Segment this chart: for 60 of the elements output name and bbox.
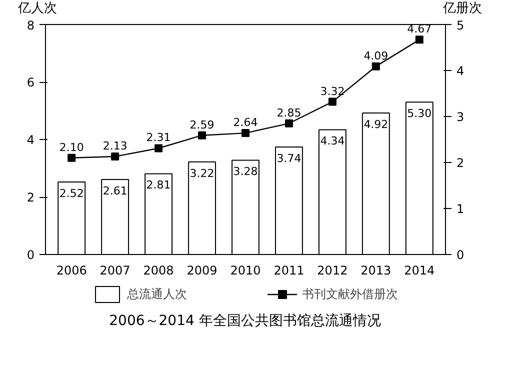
x-tick-label: 2008	[143, 264, 174, 278]
y-tick-label: 8	[26, 18, 35, 32]
point	[415, 36, 424, 44]
bar	[144, 173, 173, 254]
point	[328, 98, 336, 106]
x-tick-label: 2014	[404, 264, 435, 278]
data-label: 2.85	[276, 106, 302, 120]
x-tick-label: 2009	[186, 264, 218, 278]
bar	[405, 102, 434, 254]
bar	[362, 112, 390, 254]
data-label: 3.32	[320, 84, 345, 98]
x-tick-label: 2007	[100, 264, 130, 278]
data-label: 3.22	[190, 166, 214, 180]
data-label: 4.34	[320, 134, 345, 148]
data-label: 2.61	[102, 184, 128, 198]
data-label: 3.28	[233, 165, 258, 178]
y2-axis-title: 亿册次	[443, 0, 482, 18]
x-tick-label: 2006	[56, 264, 87, 278]
y-tick-label: 4	[26, 133, 35, 147]
y2-tick-label: 4	[456, 64, 464, 78]
bar	[318, 129, 346, 254]
bar	[58, 182, 86, 254]
y-tick-label: 6	[26, 76, 35, 90]
bar	[101, 178, 130, 254]
y2-tick-label: 2	[456, 156, 464, 170]
y-tick-label: 2	[26, 190, 35, 204]
x-tick-label: 2010	[230, 264, 261, 278]
y-tick-label: 0	[26, 248, 35, 262]
data-label: 5.30	[407, 107, 432, 120]
data-label: 2.59	[190, 118, 214, 132]
point	[154, 144, 163, 152]
data-label: 3.74	[276, 152, 302, 165]
x-tick-label: 2013	[360, 264, 392, 278]
data-label: 2.31	[146, 131, 171, 144]
x-tick-label: 2011	[274, 264, 304, 278]
point	[284, 119, 293, 128]
y2-tick-label: 0	[456, 248, 464, 262]
data-label: 4.09	[364, 49, 388, 62]
y-axis-title: 亿人次	[18, 0, 57, 18]
bar	[188, 161, 216, 254]
bar	[275, 146, 303, 254]
point	[111, 152, 120, 161]
data-label: 2.52	[59, 187, 84, 200]
data-label: 2.81	[146, 178, 171, 192]
y2-tick-label: 5	[456, 18, 464, 32]
text: 2006～2014 年全国公共图书馆总流通情况	[108, 312, 382, 331]
point	[372, 62, 380, 70]
legend-label: 书刊文献外借册次	[302, 286, 398, 302]
y2-tick-label: 1	[456, 202, 464, 216]
point	[242, 129, 250, 138]
data-label: 4.92	[364, 118, 388, 132]
x-tick-label: 2012	[317, 264, 348, 278]
y2-tick-label: 3	[456, 110, 464, 124]
data-label: 2.13	[102, 140, 128, 153]
data-label: 2.64	[233, 116, 258, 130]
point	[68, 154, 76, 162]
data-label: 2.10	[59, 140, 84, 154]
legend-label: 总流通人次	[127, 286, 187, 302]
bar	[232, 160, 260, 254]
point	[198, 131, 206, 140]
